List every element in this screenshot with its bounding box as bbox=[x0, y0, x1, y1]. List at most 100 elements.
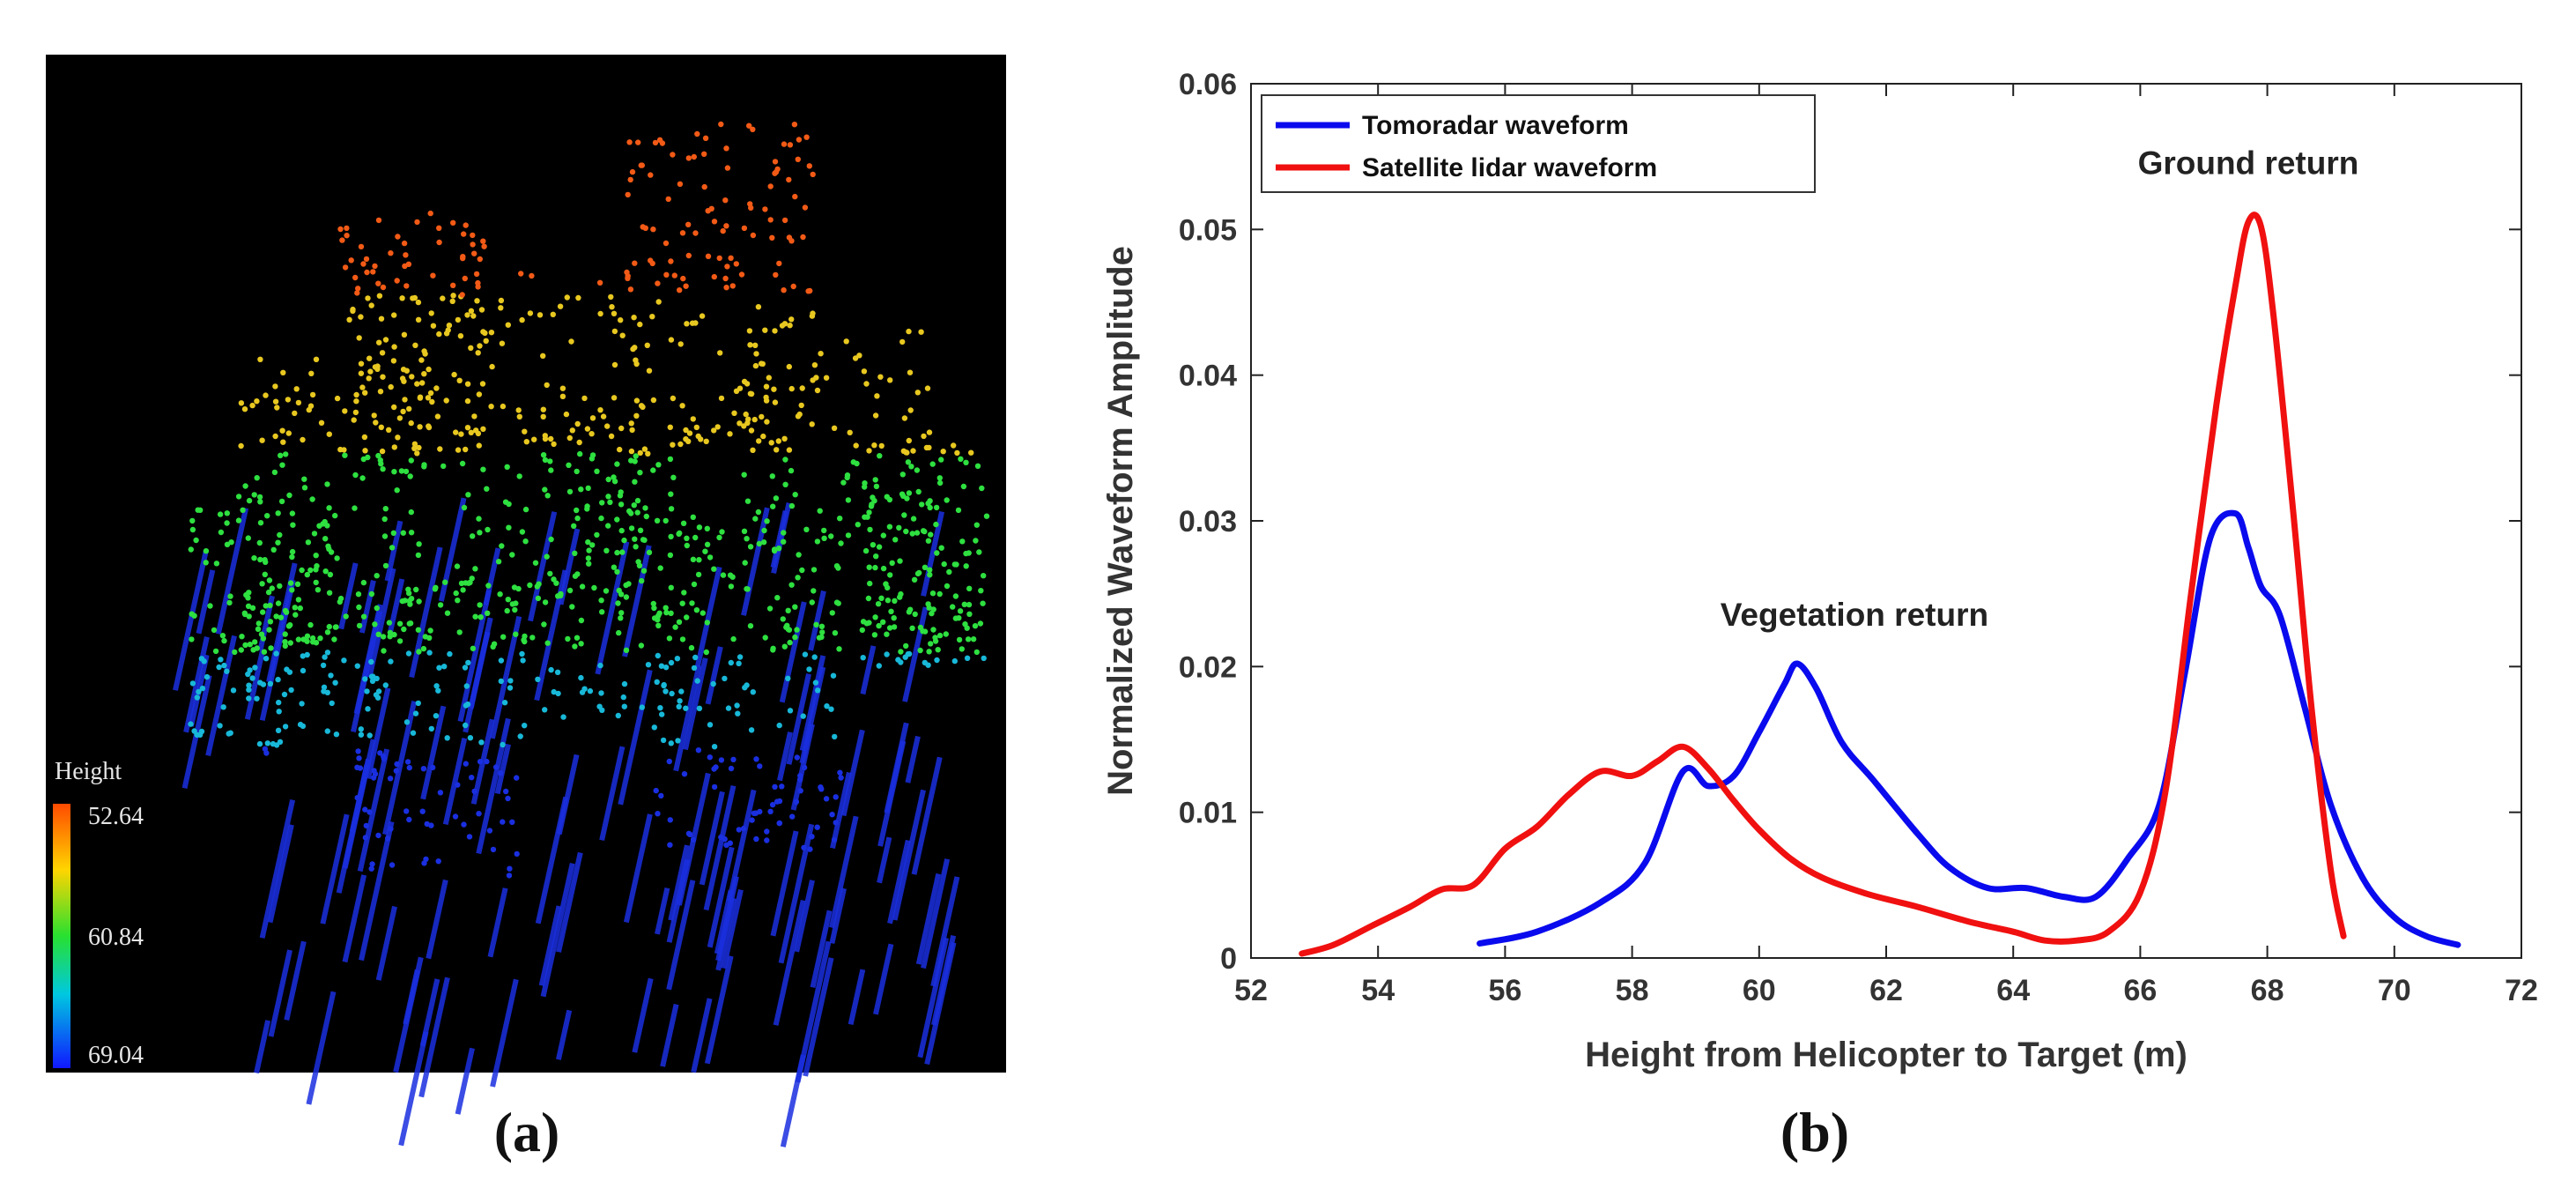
cloud-point bbox=[704, 525, 710, 531]
cloud-point bbox=[468, 345, 474, 351]
cloud-point bbox=[748, 427, 755, 434]
cloud-point bbox=[637, 527, 644, 533]
cloud-point bbox=[488, 330, 495, 336]
cloud-point bbox=[810, 171, 816, 178]
cloud-point bbox=[304, 571, 310, 578]
cloud-point bbox=[584, 426, 591, 432]
cloud-point bbox=[720, 572, 727, 578]
cloud-point bbox=[331, 636, 337, 642]
cloud-point bbox=[603, 588, 610, 594]
cloud-point bbox=[313, 567, 319, 573]
cloud-point bbox=[463, 446, 469, 453]
cloud-point bbox=[473, 427, 479, 434]
cloud-point bbox=[591, 584, 597, 591]
cloud-point bbox=[359, 384, 366, 390]
cloud-point bbox=[954, 449, 960, 457]
cloud-point bbox=[509, 552, 515, 558]
cloud-point bbox=[946, 568, 952, 576]
cloud-point bbox=[366, 809, 373, 815]
cloud-point bbox=[455, 447, 462, 453]
cloud-point bbox=[764, 828, 770, 835]
cloud-point bbox=[290, 522, 296, 528]
cloud-point bbox=[450, 293, 456, 299]
cloud-point bbox=[615, 600, 621, 606]
cloud-point bbox=[779, 783, 785, 790]
cloud-point bbox=[425, 395, 432, 401]
cloud-point bbox=[838, 540, 844, 546]
cloud-point bbox=[242, 483, 248, 489]
cloud-point bbox=[633, 412, 640, 419]
cloud-point bbox=[763, 383, 770, 390]
cloud-point bbox=[655, 811, 661, 817]
cloud-point bbox=[885, 598, 892, 604]
cloud-point bbox=[470, 533, 476, 539]
cloud-point bbox=[275, 727, 282, 733]
y-axis-title: Normalized Waveform Amplitude bbox=[1101, 246, 1140, 796]
cloud-point bbox=[230, 687, 237, 694]
cloud-point bbox=[368, 658, 374, 665]
cloud-point bbox=[779, 323, 786, 329]
cloud-point bbox=[280, 439, 286, 445]
cloud-point bbox=[661, 682, 667, 689]
cloud-point bbox=[711, 427, 717, 434]
cloud-point bbox=[463, 222, 469, 228]
cloud-point bbox=[608, 293, 614, 301]
cloud-point bbox=[500, 741, 506, 748]
cloud-point bbox=[467, 579, 473, 586]
ground-streak bbox=[196, 569, 216, 635]
cloud-point bbox=[213, 561, 220, 567]
cloud-point bbox=[746, 328, 753, 334]
cloud-point bbox=[617, 493, 624, 499]
ground-streak bbox=[911, 756, 943, 875]
cloud-point bbox=[267, 680, 274, 687]
cloud-point bbox=[255, 620, 262, 627]
ground-streak bbox=[921, 858, 951, 969]
cloud-point bbox=[772, 328, 778, 334]
cloud-point bbox=[646, 368, 653, 374]
colorbar-tick-mid: 60.84 bbox=[88, 924, 144, 951]
cloud-point bbox=[788, 467, 795, 474]
cloud-point bbox=[569, 427, 575, 434]
cloud-point bbox=[415, 299, 422, 306]
cloud-point bbox=[428, 725, 434, 732]
cloud-point bbox=[914, 570, 922, 577]
cloud-point bbox=[368, 865, 374, 872]
cloud-point bbox=[459, 460, 466, 467]
cloud-point bbox=[357, 765, 364, 771]
ground-streak bbox=[420, 705, 447, 800]
cloud-point bbox=[769, 234, 775, 241]
cloud-point bbox=[941, 561, 947, 568]
cloud-point bbox=[407, 601, 413, 607]
cloud-point bbox=[437, 790, 444, 796]
cloud-point bbox=[240, 507, 246, 513]
cloud-point bbox=[897, 558, 903, 564]
cloud-point bbox=[566, 587, 574, 594]
cloud-point bbox=[788, 582, 795, 588]
cloud-point bbox=[443, 397, 449, 404]
cloud-point bbox=[477, 343, 483, 349]
cloud-point bbox=[770, 645, 776, 651]
cloud-point bbox=[695, 571, 702, 578]
cloud-point bbox=[578, 486, 584, 493]
cloud-point bbox=[833, 563, 840, 569]
cloud-point bbox=[906, 490, 913, 496]
cloud-point bbox=[678, 688, 685, 694]
cloud-point bbox=[404, 759, 411, 765]
point-cloud-background bbox=[46, 55, 1006, 1073]
cloud-point bbox=[242, 642, 248, 649]
cloud-point bbox=[194, 694, 200, 701]
cloud-point bbox=[903, 528, 909, 535]
cloud-point bbox=[391, 344, 397, 350]
cloud-point bbox=[743, 411, 749, 418]
cloud-point bbox=[655, 652, 661, 659]
cloud-point bbox=[722, 835, 728, 843]
cloud-point bbox=[574, 507, 580, 514]
cloud-point bbox=[688, 644, 695, 651]
cloud-point bbox=[515, 585, 522, 592]
cloud-point bbox=[286, 492, 292, 499]
cloud-point bbox=[802, 651, 809, 657]
cloud-point bbox=[238, 400, 245, 406]
ground-streak bbox=[556, 754, 580, 835]
cloud-point bbox=[304, 651, 310, 658]
cloud-point bbox=[254, 695, 260, 702]
